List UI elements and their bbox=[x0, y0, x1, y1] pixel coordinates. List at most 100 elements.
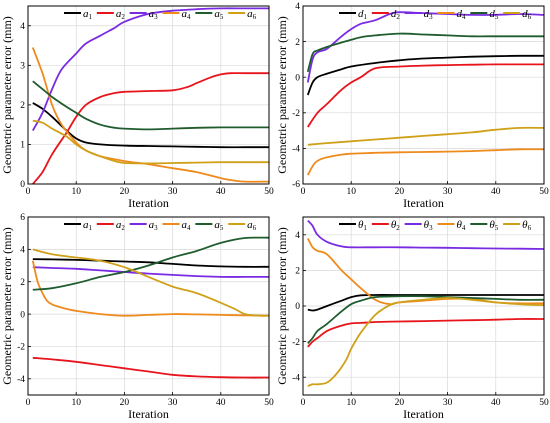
y-tick-label: -2 bbox=[292, 109, 300, 119]
x-tick-label: 40 bbox=[491, 398, 501, 408]
legend-label: θ6 bbox=[522, 219, 531, 232]
series-group bbox=[307, 219, 544, 387]
chart-panel-bottom-left: 0 10 20 30 40 50 -4 -2 0 2 4 6 Iteration Geometric pa… bbox=[0, 213, 274, 421]
x-tick-label: 50 bbox=[539, 187, 549, 197]
x-tick-label: 40 bbox=[216, 187, 226, 197]
y-tick-label: 4 bbox=[20, 246, 25, 256]
series-line-a6 bbox=[32, 119, 269, 165]
x-tick-label: 10 bbox=[346, 187, 356, 197]
chart-panel-top-right: 0 10 20 30 40 50 -6 -4 -2 0 2 4 Iteration Geometric p… bbox=[275, 2, 549, 210]
x-axis-label: Iteration bbox=[403, 407, 444, 421]
series-line-a2 bbox=[32, 72, 269, 184]
y-axis-label: Geometric parameter error (mm) bbox=[0, 16, 14, 174]
y-tick-label: -4 bbox=[292, 373, 300, 383]
series-line-θ5 bbox=[307, 295, 544, 345]
y-axis-label: Geometric parameter error (mm) bbox=[275, 16, 289, 174]
series-line-a1 bbox=[32, 102, 269, 149]
y-tick-label: 3 bbox=[20, 62, 25, 72]
x-tick-label: 20 bbox=[120, 187, 130, 197]
y-tick-label: 2 bbox=[20, 101, 25, 111]
y-tick-label: 0 bbox=[20, 180, 25, 190]
x-tick-label: 20 bbox=[395, 187, 405, 197]
x-axis-label: Iteration bbox=[403, 196, 444, 210]
legend-label: a2 bbox=[116, 219, 126, 232]
series-line-a5 bbox=[32, 80, 269, 131]
series-line-a6 bbox=[32, 248, 269, 317]
y-tick-label: -2 bbox=[292, 338, 300, 348]
x-tick-label: 40 bbox=[491, 187, 501, 197]
legend-label: a4 bbox=[182, 8, 192, 21]
y-axis-label: Geometric parameter error (mm) bbox=[275, 227, 289, 385]
x-tick-label: 0 bbox=[26, 187, 31, 197]
plot-frame bbox=[27, 5, 270, 185]
x-tick-label: 10 bbox=[71, 398, 81, 408]
x-tick-label: 50 bbox=[264, 398, 274, 408]
series-line-θ3 bbox=[307, 219, 544, 250]
y-tick-label: 6 bbox=[20, 213, 25, 223]
legend-label: θ2 bbox=[391, 219, 400, 232]
plot-border bbox=[302, 5, 545, 185]
plot-border bbox=[27, 216, 270, 396]
x-tick-label: 10 bbox=[346, 398, 356, 408]
legend-label: θ4 bbox=[457, 219, 466, 232]
legend-label: a5 bbox=[214, 219, 224, 232]
series-line-d2 bbox=[307, 63, 544, 128]
plot-frame bbox=[27, 216, 270, 396]
series-line-d4 bbox=[307, 148, 544, 176]
series-line-a1 bbox=[32, 258, 269, 268]
series-line-θ1 bbox=[307, 294, 544, 312]
series-line-a2 bbox=[32, 356, 269, 379]
series-group bbox=[31, 7, 269, 184]
legend-label: a1 bbox=[83, 219, 93, 232]
legend-label: a2 bbox=[116, 8, 126, 21]
x-tick-label: 0 bbox=[301, 187, 306, 197]
legend-label: a3 bbox=[149, 219, 159, 232]
x-axis-label: Iteration bbox=[128, 196, 169, 210]
y-tick-label: 0 bbox=[295, 73, 300, 83]
y-tick-label: -4 bbox=[17, 375, 25, 385]
series-line-a4 bbox=[31, 47, 269, 183]
y-tick-label: 4 bbox=[295, 231, 300, 241]
series-line-d5 bbox=[306, 32, 544, 73]
legend-label: a1 bbox=[83, 8, 93, 21]
y-tick-label: 0 bbox=[295, 302, 300, 312]
legend-label: θ3 bbox=[424, 219, 433, 232]
series-line-d1 bbox=[306, 54, 544, 96]
y-tick-label: 1 bbox=[20, 141, 25, 151]
series-group bbox=[31, 236, 269, 379]
legend: θ1 θ2 θ3 θ4 θ5 θ6 bbox=[339, 219, 532, 232]
legend-label: d6 bbox=[522, 8, 532, 21]
y-tick-label: -4 bbox=[292, 145, 300, 155]
x-tick-label: 30 bbox=[443, 398, 453, 408]
chart-panel-top-left: 0 10 20 30 40 50 0 1 2 3 4 Iteration Geometric param… bbox=[0, 5, 274, 210]
series-line-a4 bbox=[31, 260, 269, 317]
x-axis-label: Iteration bbox=[128, 407, 169, 421]
y-tick-label: 4 bbox=[20, 22, 25, 32]
legend-label: d3 bbox=[424, 8, 434, 21]
x-tick-label: 20 bbox=[395, 398, 405, 408]
series-line-d3 bbox=[306, 11, 544, 83]
series-line-d6 bbox=[307, 126, 544, 146]
series-group bbox=[306, 11, 544, 176]
y-tick-label: 2 bbox=[295, 267, 300, 277]
x-tick-label: 50 bbox=[264, 187, 274, 197]
legend: d1 d2 d3 d4 d5 d6 bbox=[339, 8, 532, 21]
x-tick-label: 0 bbox=[301, 398, 306, 408]
legend: a1 a2 a3 a4 a5 a6 bbox=[64, 8, 257, 21]
legend-label: a3 bbox=[149, 8, 159, 21]
legend-label: d2 bbox=[391, 8, 401, 21]
y-tick-label: 4 bbox=[295, 2, 300, 12]
chart-panel-bottom-right: 0 10 20 30 40 50 -4 -2 0 2 4 Iteration Geometric par… bbox=[275, 216, 549, 421]
y-tick-label: -6 bbox=[292, 180, 300, 190]
series-line-a3 bbox=[32, 266, 269, 278]
plot-border bbox=[27, 5, 270, 185]
x-tick-label: 20 bbox=[120, 398, 130, 408]
x-tick-label: 40 bbox=[216, 398, 226, 408]
series-line-θ2 bbox=[307, 318, 544, 348]
legend-label: d5 bbox=[489, 8, 499, 21]
y-tick-label: 2 bbox=[295, 38, 300, 48]
x-tick-label: 0 bbox=[26, 398, 31, 408]
series-line-a5 bbox=[32, 236, 269, 291]
legend: a1 a2 a3 a4 a5 a6 bbox=[64, 219, 257, 232]
legend-label: a4 bbox=[182, 219, 192, 232]
